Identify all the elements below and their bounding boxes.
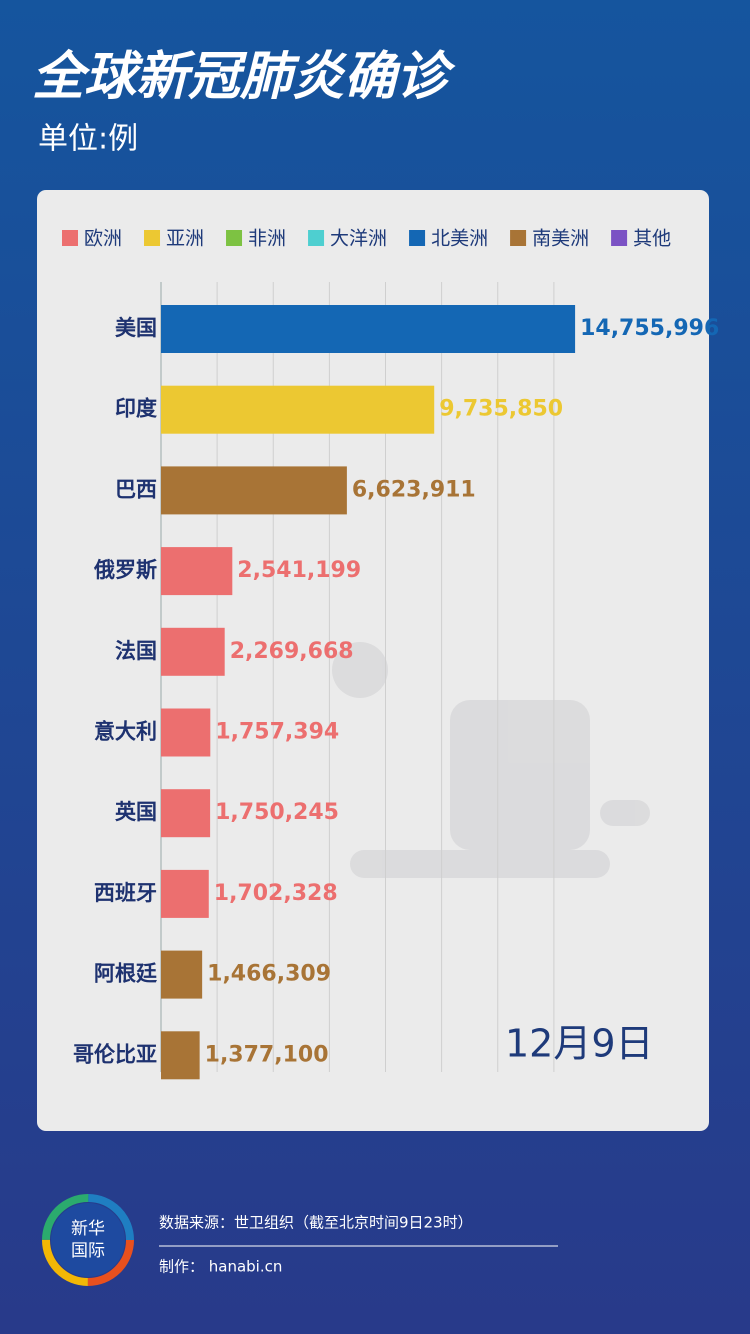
- category-label: 美国: [115, 316, 157, 340]
- value-label: 14,755,996: [580, 316, 719, 341]
- legend-swatch: [144, 230, 161, 246]
- value-label: 1,702,328: [214, 881, 338, 906]
- value-label: 1,757,394: [215, 720, 339, 745]
- category-label: 英国: [115, 800, 157, 824]
- bar: [161, 708, 211, 757]
- bar: [161, 466, 347, 515]
- bar: [161, 950, 203, 999]
- watermark: [332, 642, 650, 878]
- bar: [161, 627, 225, 676]
- legend-label: 南美洲: [532, 228, 589, 250]
- bar: [161, 547, 233, 596]
- legend-label: 非洲: [248, 228, 286, 250]
- source: 数据来源：世卫组织（截至北京时间9日23时）: [159, 1214, 473, 1232]
- legend-swatch: [409, 230, 426, 246]
- logo: 新华 国际: [42, 1194, 134, 1286]
- credit: 制作： hanabi.cn: [159, 1258, 282, 1276]
- bar: [161, 1031, 200, 1080]
- legend-swatch: [226, 230, 243, 246]
- legend-label: 亚洲: [166, 228, 204, 250]
- legend-swatch: [308, 230, 325, 246]
- category-label: 法国: [115, 639, 157, 663]
- value-label: 1,750,245: [215, 800, 339, 825]
- bar: [161, 385, 435, 434]
- bar: [161, 789, 211, 838]
- category-label: 印度: [115, 397, 157, 421]
- category-label: 意大利: [94, 720, 157, 744]
- legend-label: 其他: [633, 228, 671, 250]
- value-label: 2,269,668: [230, 639, 354, 664]
- category-label: 哥伦比亚: [73, 1042, 157, 1066]
- value-label: 2,541,199: [237, 558, 361, 583]
- category-label: 俄罗斯: [93, 558, 157, 582]
- date-label: 12月9日: [505, 1022, 654, 1066]
- category-label: 巴西: [115, 477, 157, 501]
- legend-swatch: [510, 230, 527, 246]
- legend-swatch: [611, 230, 628, 246]
- category-label: 西班牙: [94, 881, 157, 905]
- value-label: 1,466,309: [207, 962, 331, 987]
- title: 全球新冠肺炎确诊: [32, 47, 456, 107]
- legend-label: 大洋洲: [330, 228, 387, 250]
- subtitle: 单位:例: [38, 122, 138, 157]
- legend-swatch: [62, 230, 78, 246]
- legend-label: 欧洲: [84, 228, 122, 250]
- bar: [161, 305, 576, 353]
- value-label: 9,735,850: [439, 397, 563, 422]
- value-label: 1,377,100: [205, 1042, 329, 1067]
- value-label: 6,623,911: [352, 477, 476, 502]
- logo-text: 国际: [71, 1241, 105, 1261]
- category-label: 阿根廷: [94, 962, 158, 986]
- bar: [161, 869, 209, 918]
- legend-label: 北美洲: [431, 228, 488, 250]
- logo-text: 新华: [71, 1219, 105, 1239]
